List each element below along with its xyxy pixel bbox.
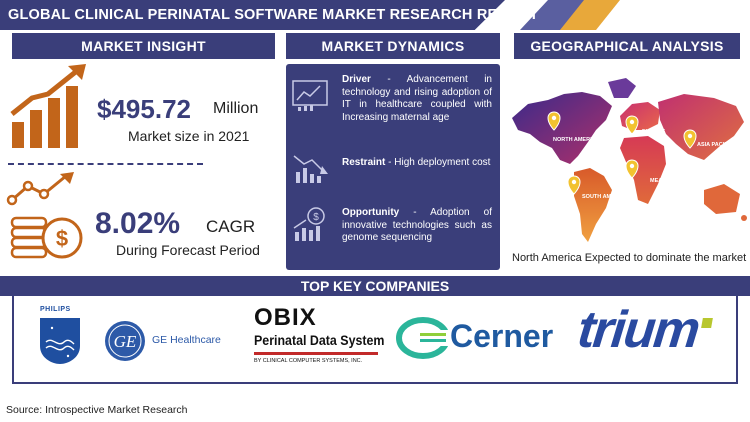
region-label-europe: EUROPE [642, 129, 666, 135]
growth-chart-icon [10, 64, 86, 148]
svg-text:GE: GE [114, 332, 137, 351]
restraint-description: - High deployment cost [385, 157, 491, 168]
opportunity-chart-icon: $ [293, 207, 325, 241]
ge-logo: GE [105, 321, 145, 361]
location-pin-icon [567, 175, 581, 195]
region-label-north-america: NORTH AMERICA [553, 137, 600, 143]
location-pin-icon [547, 111, 561, 131]
cerner-wordmark: Cerner [450, 318, 554, 354]
driver-label: Driver [342, 74, 371, 85]
page-title: GLOBAL CLINICAL PERINATAL SOFTWARE MARKE… [8, 7, 539, 23]
opportunity-description: - Adoption of innovative technologies su… [342, 207, 492, 243]
south-america-shape [574, 168, 612, 242]
opportunity-label: Opportunity [342, 207, 400, 218]
philips-wordmark: PHILIPS [40, 306, 71, 313]
market-insight-heading: MARKET INSIGHT [12, 33, 275, 59]
obix-byline: BY CLINICAL COMPUTER SYSTEMS, INC. [254, 358, 363, 364]
market-size-value: $495.72 [97, 94, 191, 124]
cerner-logo [396, 317, 450, 359]
ge-wordmark: GE Healthcare [152, 334, 221, 346]
top-key-companies-heading: TOP KEY COMPANIES [0, 276, 750, 296]
obix-subtitle: Perinatal Data System [254, 333, 385, 348]
asia-shape [658, 94, 744, 160]
geographical-analysis-heading: GEOGRAPHICAL ANALYSIS [514, 33, 740, 59]
trium-accent [701, 318, 713, 328]
source-note: Source: Introspective Market Research [6, 404, 188, 416]
geo-caption: North America Expected to dominate the m… [512, 252, 747, 264]
svg-text:$: $ [313, 212, 319, 223]
north-america-shape [512, 92, 612, 164]
trium-wordmark: trium [574, 301, 702, 359]
philips-logo [40, 318, 80, 364]
location-pin-icon [625, 115, 639, 135]
obix-underline [254, 352, 378, 355]
region-label-asia-pacific: ASIA PACIFIC [697, 142, 734, 148]
opportunity-text: Opportunity - Adoption of innovative tec… [342, 207, 492, 245]
africa-shape [620, 136, 666, 204]
australia-shape [704, 184, 740, 214]
divider [8, 163, 203, 165]
location-pin-icon [625, 159, 639, 179]
market-size-unit: Million [213, 100, 259, 117]
cagr-value: 8.02% [95, 207, 181, 240]
restraint-label: Restraint [342, 157, 386, 168]
europe-shape [620, 102, 660, 130]
region-label-mea: MEA [650, 178, 663, 184]
market-dynamics-heading: MARKET DYNAMICS [286, 33, 500, 59]
cagr-caption: During Forecast Period [116, 242, 260, 258]
obix-wordmark: OBIX [254, 304, 317, 331]
coins-dollar-icon: $ [6, 172, 83, 259]
restraint-text: Restraint - High deployment cost [342, 157, 492, 170]
greenland-shape [608, 78, 636, 98]
header-banner: GLOBAL CLINICAL PERINATAL SOFTWARE MARKE… [0, 0, 750, 30]
location-pin-icon [683, 129, 697, 149]
companies-frame [12, 286, 738, 384]
svg-text:$: $ [56, 226, 68, 251]
world-map [512, 78, 747, 242]
market-size-caption: Market size in 2021 [128, 128, 250, 144]
driver-description: - Advancement in technology and rising a… [342, 74, 492, 123]
cagr-unit: CAGR [206, 217, 256, 236]
driver-text: Driver - Advancement in technology and r… [342, 74, 492, 124]
driver-chart-icon [292, 80, 328, 111]
region-label-south-america: SOUTH AMERICA [582, 194, 629, 200]
market-dynamics-panel [286, 64, 500, 270]
banner-bar [0, 0, 505, 30]
restraint-chart-icon [293, 155, 328, 183]
